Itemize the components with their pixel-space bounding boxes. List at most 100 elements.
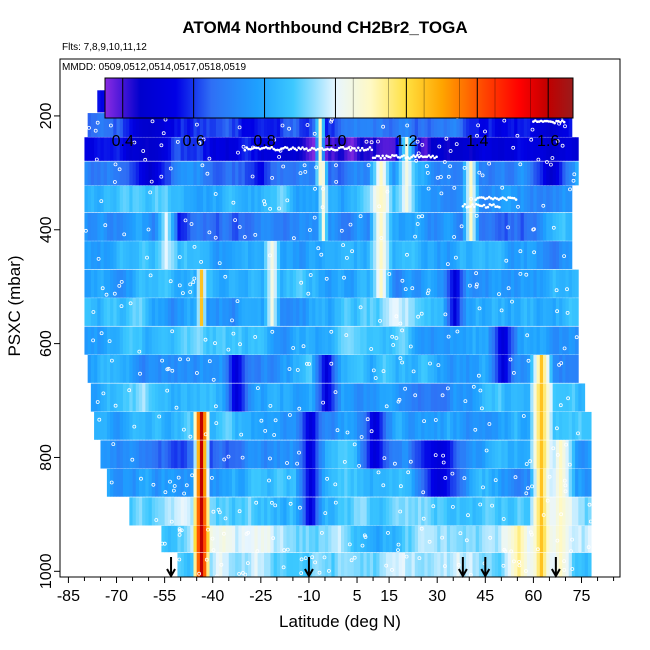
sample-point bbox=[268, 456, 272, 461]
heatmap-cell bbox=[411, 383, 416, 412]
heatmap-cell bbox=[398, 552, 403, 577]
heatmap-cell bbox=[498, 552, 502, 577]
heatmap-cell bbox=[552, 440, 557, 469]
heatmap-cell bbox=[555, 113, 560, 137]
sample-point bbox=[257, 146, 260, 150]
heatmap-cell bbox=[299, 113, 303, 137]
sample-point bbox=[285, 547, 290, 552]
heatmap-cell bbox=[302, 241, 307, 270]
heatmap-cell bbox=[254, 355, 259, 383]
heatmap-cell bbox=[565, 468, 570, 497]
heatmap-cell bbox=[498, 137, 502, 161]
heatmap-cell bbox=[331, 497, 335, 526]
sample-point bbox=[355, 149, 358, 152]
heatmap-cell bbox=[424, 326, 428, 355]
sample-point bbox=[162, 541, 167, 546]
heatmap-cell bbox=[536, 411, 541, 440]
sample-point bbox=[491, 197, 495, 201]
heatmap-cell bbox=[514, 552, 518, 577]
sample-point bbox=[518, 249, 523, 254]
heatmap-cell bbox=[264, 113, 268, 137]
heatmap-cell bbox=[177, 185, 182, 213]
heatmap-cell bbox=[482, 411, 486, 440]
sample-point bbox=[285, 461, 289, 465]
heatmap-cell bbox=[270, 326, 275, 355]
sample-point bbox=[450, 504, 455, 509]
heatmap-cell bbox=[106, 355, 111, 383]
x-tick-label: 75 bbox=[573, 588, 591, 605]
heatmap-cell bbox=[366, 212, 371, 241]
heatmap-cell bbox=[119, 137, 124, 161]
heatmap-cell bbox=[135, 212, 140, 241]
sample-point bbox=[357, 146, 360, 150]
sample-point bbox=[348, 222, 353, 227]
heatmap-cell bbox=[289, 326, 294, 355]
sample-point bbox=[339, 146, 343, 149]
heatmap-cell bbox=[321, 552, 326, 577]
sample-point bbox=[512, 370, 516, 375]
heatmap-cell bbox=[257, 161, 262, 186]
heatmap-cell bbox=[562, 298, 566, 326]
sample-point bbox=[245, 561, 250, 565]
heatmap-cell bbox=[235, 552, 239, 577]
heatmap-cell bbox=[183, 185, 188, 213]
heatmap-cell bbox=[244, 355, 249, 383]
sample-point bbox=[289, 147, 293, 151]
sample-point bbox=[302, 163, 307, 168]
heatmap-cell bbox=[257, 269, 262, 298]
heatmap-cell bbox=[199, 161, 204, 186]
heatmap-cell bbox=[536, 468, 541, 497]
heatmap-cell bbox=[559, 269, 563, 298]
heatmap-cell bbox=[148, 383, 153, 412]
heatmap-cell bbox=[552, 185, 557, 213]
heatmap-cell bbox=[559, 497, 563, 526]
heatmap-cell bbox=[392, 440, 396, 469]
heatmap-cell bbox=[206, 137, 210, 161]
heatmap-cell bbox=[315, 497, 319, 526]
heatmap-cell bbox=[148, 468, 153, 497]
heatmap-cell bbox=[161, 298, 166, 326]
heatmap-cell bbox=[363, 241, 368, 270]
heatmap-cell bbox=[328, 440, 332, 469]
heatmap-cell bbox=[296, 298, 300, 326]
sample-point bbox=[512, 196, 516, 200]
heatmap-cell bbox=[235, 241, 239, 270]
sample-point bbox=[274, 148, 277, 152]
heatmap-cell bbox=[209, 552, 214, 577]
heatmap-cell bbox=[177, 298, 182, 326]
heatmap-cell bbox=[193, 161, 198, 186]
heatmap-cell bbox=[517, 212, 521, 241]
heatmap-cell bbox=[321, 161, 326, 186]
heatmap-cell bbox=[347, 161, 352, 186]
heatmap-cell bbox=[145, 269, 149, 298]
heatmap-cell bbox=[347, 411, 352, 440]
heatmap-cell bbox=[520, 161, 525, 186]
heatmap-cell bbox=[395, 269, 400, 298]
heatmap-cell bbox=[302, 113, 307, 137]
x-tick-label: -40 bbox=[201, 588, 224, 605]
heatmap-cell bbox=[116, 185, 121, 213]
sample-point bbox=[427, 539, 432, 544]
heatmap-cell bbox=[357, 552, 361, 577]
heatmap-cell bbox=[283, 355, 287, 383]
heatmap-cell bbox=[565, 241, 570, 270]
heatmap-cell bbox=[469, 137, 473, 161]
heatmap-cell bbox=[446, 241, 451, 270]
sample-point bbox=[502, 547, 507, 552]
heatmap-cell bbox=[180, 525, 185, 553]
heatmap-cell bbox=[248, 298, 252, 326]
sample-point bbox=[563, 483, 568, 488]
heatmap-cell bbox=[472, 525, 477, 553]
heatmap-cell bbox=[151, 440, 156, 469]
heatmap-cell bbox=[177, 552, 182, 577]
heatmap-cell bbox=[129, 212, 133, 241]
heatmap-cell bbox=[180, 137, 185, 161]
sample-point bbox=[368, 146, 372, 149]
heatmap-cell bbox=[164, 468, 169, 497]
heatmap-cell bbox=[546, 212, 550, 241]
heatmap-cell bbox=[382, 355, 387, 383]
heatmap-cell bbox=[466, 185, 470, 213]
sample-point bbox=[247, 147, 250, 151]
heatmap-cell bbox=[289, 468, 294, 497]
heatmap-cell bbox=[100, 326, 105, 355]
